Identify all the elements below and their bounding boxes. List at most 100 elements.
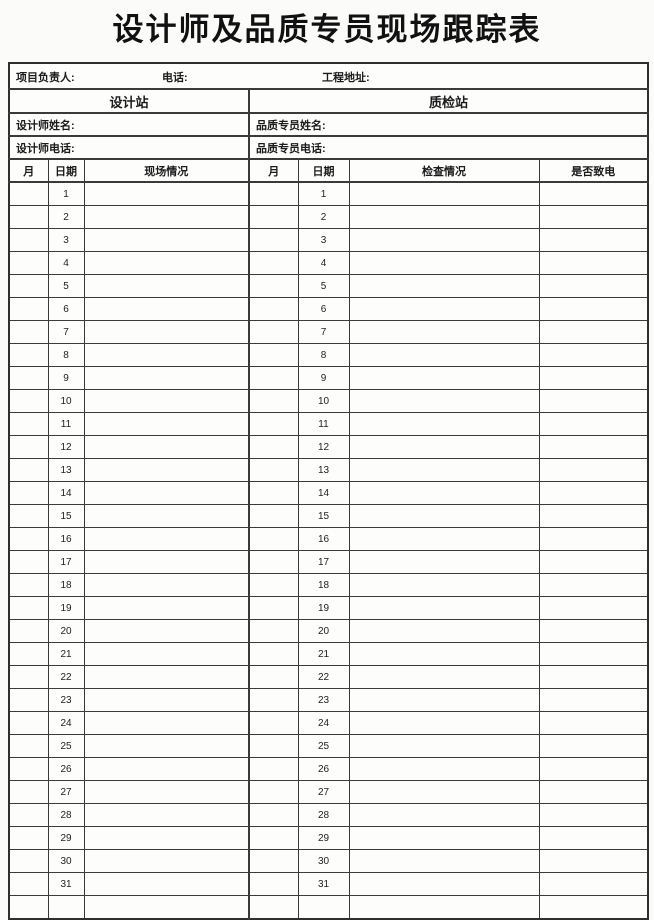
date-cell-right: 16 xyxy=(297,527,350,551)
date-cell-left: 2 xyxy=(47,205,85,229)
month-cell-left xyxy=(8,688,49,712)
month-cell-left xyxy=(8,826,49,850)
inspection-cell xyxy=(348,458,540,482)
inspection-cell xyxy=(348,803,540,827)
site-condition-cell xyxy=(83,711,250,735)
month-cell-right xyxy=(248,458,299,482)
col-header-month-left: 月 xyxy=(8,158,49,183)
inspection-cell xyxy=(348,780,540,804)
called-cell xyxy=(538,711,649,735)
called-cell xyxy=(538,366,649,390)
inspection-cell xyxy=(348,550,540,574)
inspection-cell xyxy=(348,297,540,321)
date-cell-right: 10 xyxy=(297,389,350,413)
inspection-cell xyxy=(348,665,540,689)
month-cell-left xyxy=(8,665,49,689)
month-cell-left xyxy=(8,527,49,551)
inspection-cell xyxy=(348,573,540,597)
date-cell-right: 2 xyxy=(297,205,350,229)
month-cell-right xyxy=(248,435,299,459)
date-cell-left: 12 xyxy=(47,435,85,459)
site-condition-cell xyxy=(83,274,250,298)
date-cell-left: 20 xyxy=(47,619,85,643)
date-cell-left: 3 xyxy=(47,228,85,252)
called-cell xyxy=(538,550,649,574)
month-cell-right xyxy=(248,527,299,551)
called-cell xyxy=(538,435,649,459)
date-cell-left: 9 xyxy=(47,366,85,390)
month-cell-left xyxy=(8,458,49,482)
date-cell-left: 30 xyxy=(47,849,85,873)
table-row: 31 31 xyxy=(8,872,649,896)
date-cell-right: 17 xyxy=(297,550,350,574)
date-cell-right: 28 xyxy=(297,803,350,827)
inspection-cell xyxy=(348,849,540,873)
date-cell-left: 16 xyxy=(47,527,85,551)
date-cell-right: 9 xyxy=(297,366,350,390)
inspection-cell xyxy=(348,688,540,712)
site-condition-cell xyxy=(83,596,250,620)
month-cell-left xyxy=(8,780,49,804)
month-cell-left xyxy=(8,711,49,735)
quality-phone-label: 品质专员电话: xyxy=(247,135,649,160)
date-cell-left: 18 xyxy=(47,573,85,597)
month-cell-right xyxy=(248,688,299,712)
phone-label: 电话: xyxy=(162,72,188,84)
date-cell-left: 23 xyxy=(47,688,85,712)
month-cell-right xyxy=(248,596,299,620)
called-cell xyxy=(538,251,649,275)
table-row: 20 20 xyxy=(8,619,649,643)
date-cell-right: 15 xyxy=(297,504,350,528)
date-cell-left: 4 xyxy=(47,251,85,275)
month-cell-left xyxy=(8,435,49,459)
called-cell xyxy=(538,872,649,896)
date-cell-right: 24 xyxy=(297,711,350,735)
site-condition-cell xyxy=(83,412,250,436)
inspection-cell xyxy=(348,757,540,781)
month-cell-right xyxy=(248,504,299,528)
site-condition-cell xyxy=(83,389,250,413)
date-cell-right: 13 xyxy=(297,458,350,482)
site-condition-cell xyxy=(83,642,250,666)
month-cell-right xyxy=(248,228,299,252)
date-cell-right: 22 xyxy=(297,665,350,689)
month-cell-right xyxy=(248,205,299,229)
date-cell-left: 24 xyxy=(47,711,85,735)
month-cell-left xyxy=(8,849,49,873)
date-cell-left: 14 xyxy=(47,481,85,505)
inspection-cell xyxy=(348,343,540,367)
inspection-cell xyxy=(348,228,540,252)
date-cell-right: 20 xyxy=(297,619,350,643)
col-header-date-left: 日期 xyxy=(47,158,85,183)
month-cell-left xyxy=(8,504,49,528)
called-cell xyxy=(538,895,649,920)
table-row: 14 14 xyxy=(8,481,649,505)
design-station-header: 设计站 xyxy=(8,88,250,114)
site-condition-cell xyxy=(83,181,250,206)
month-cell-right xyxy=(248,412,299,436)
called-cell xyxy=(538,389,649,413)
month-cell-right xyxy=(248,320,299,344)
called-cell xyxy=(538,458,649,482)
project-manager-label: 项目负责人: xyxy=(16,72,75,84)
project-info-row: 项目负责人: 电话: 工程地址: xyxy=(8,62,649,90)
date-cell-left: 10 xyxy=(47,389,85,413)
col-header-site-condition: 现场情况 xyxy=(83,158,250,183)
month-cell-left xyxy=(8,757,49,781)
month-cell-left xyxy=(8,895,49,920)
date-cell-left: 17 xyxy=(47,550,85,574)
site-condition-cell xyxy=(83,366,250,390)
col-header-inspection: 检查情况 xyxy=(348,158,540,183)
inspection-cell xyxy=(348,412,540,436)
table-row: 12 12 xyxy=(8,435,649,459)
date-cell-left: 22 xyxy=(47,665,85,689)
table-row: 27 27 xyxy=(8,780,649,804)
called-cell xyxy=(538,849,649,873)
table-row: 25 25 xyxy=(8,734,649,758)
col-header-date-right: 日期 xyxy=(297,158,350,183)
date-cell-left: 21 xyxy=(47,642,85,666)
month-cell-left xyxy=(8,228,49,252)
